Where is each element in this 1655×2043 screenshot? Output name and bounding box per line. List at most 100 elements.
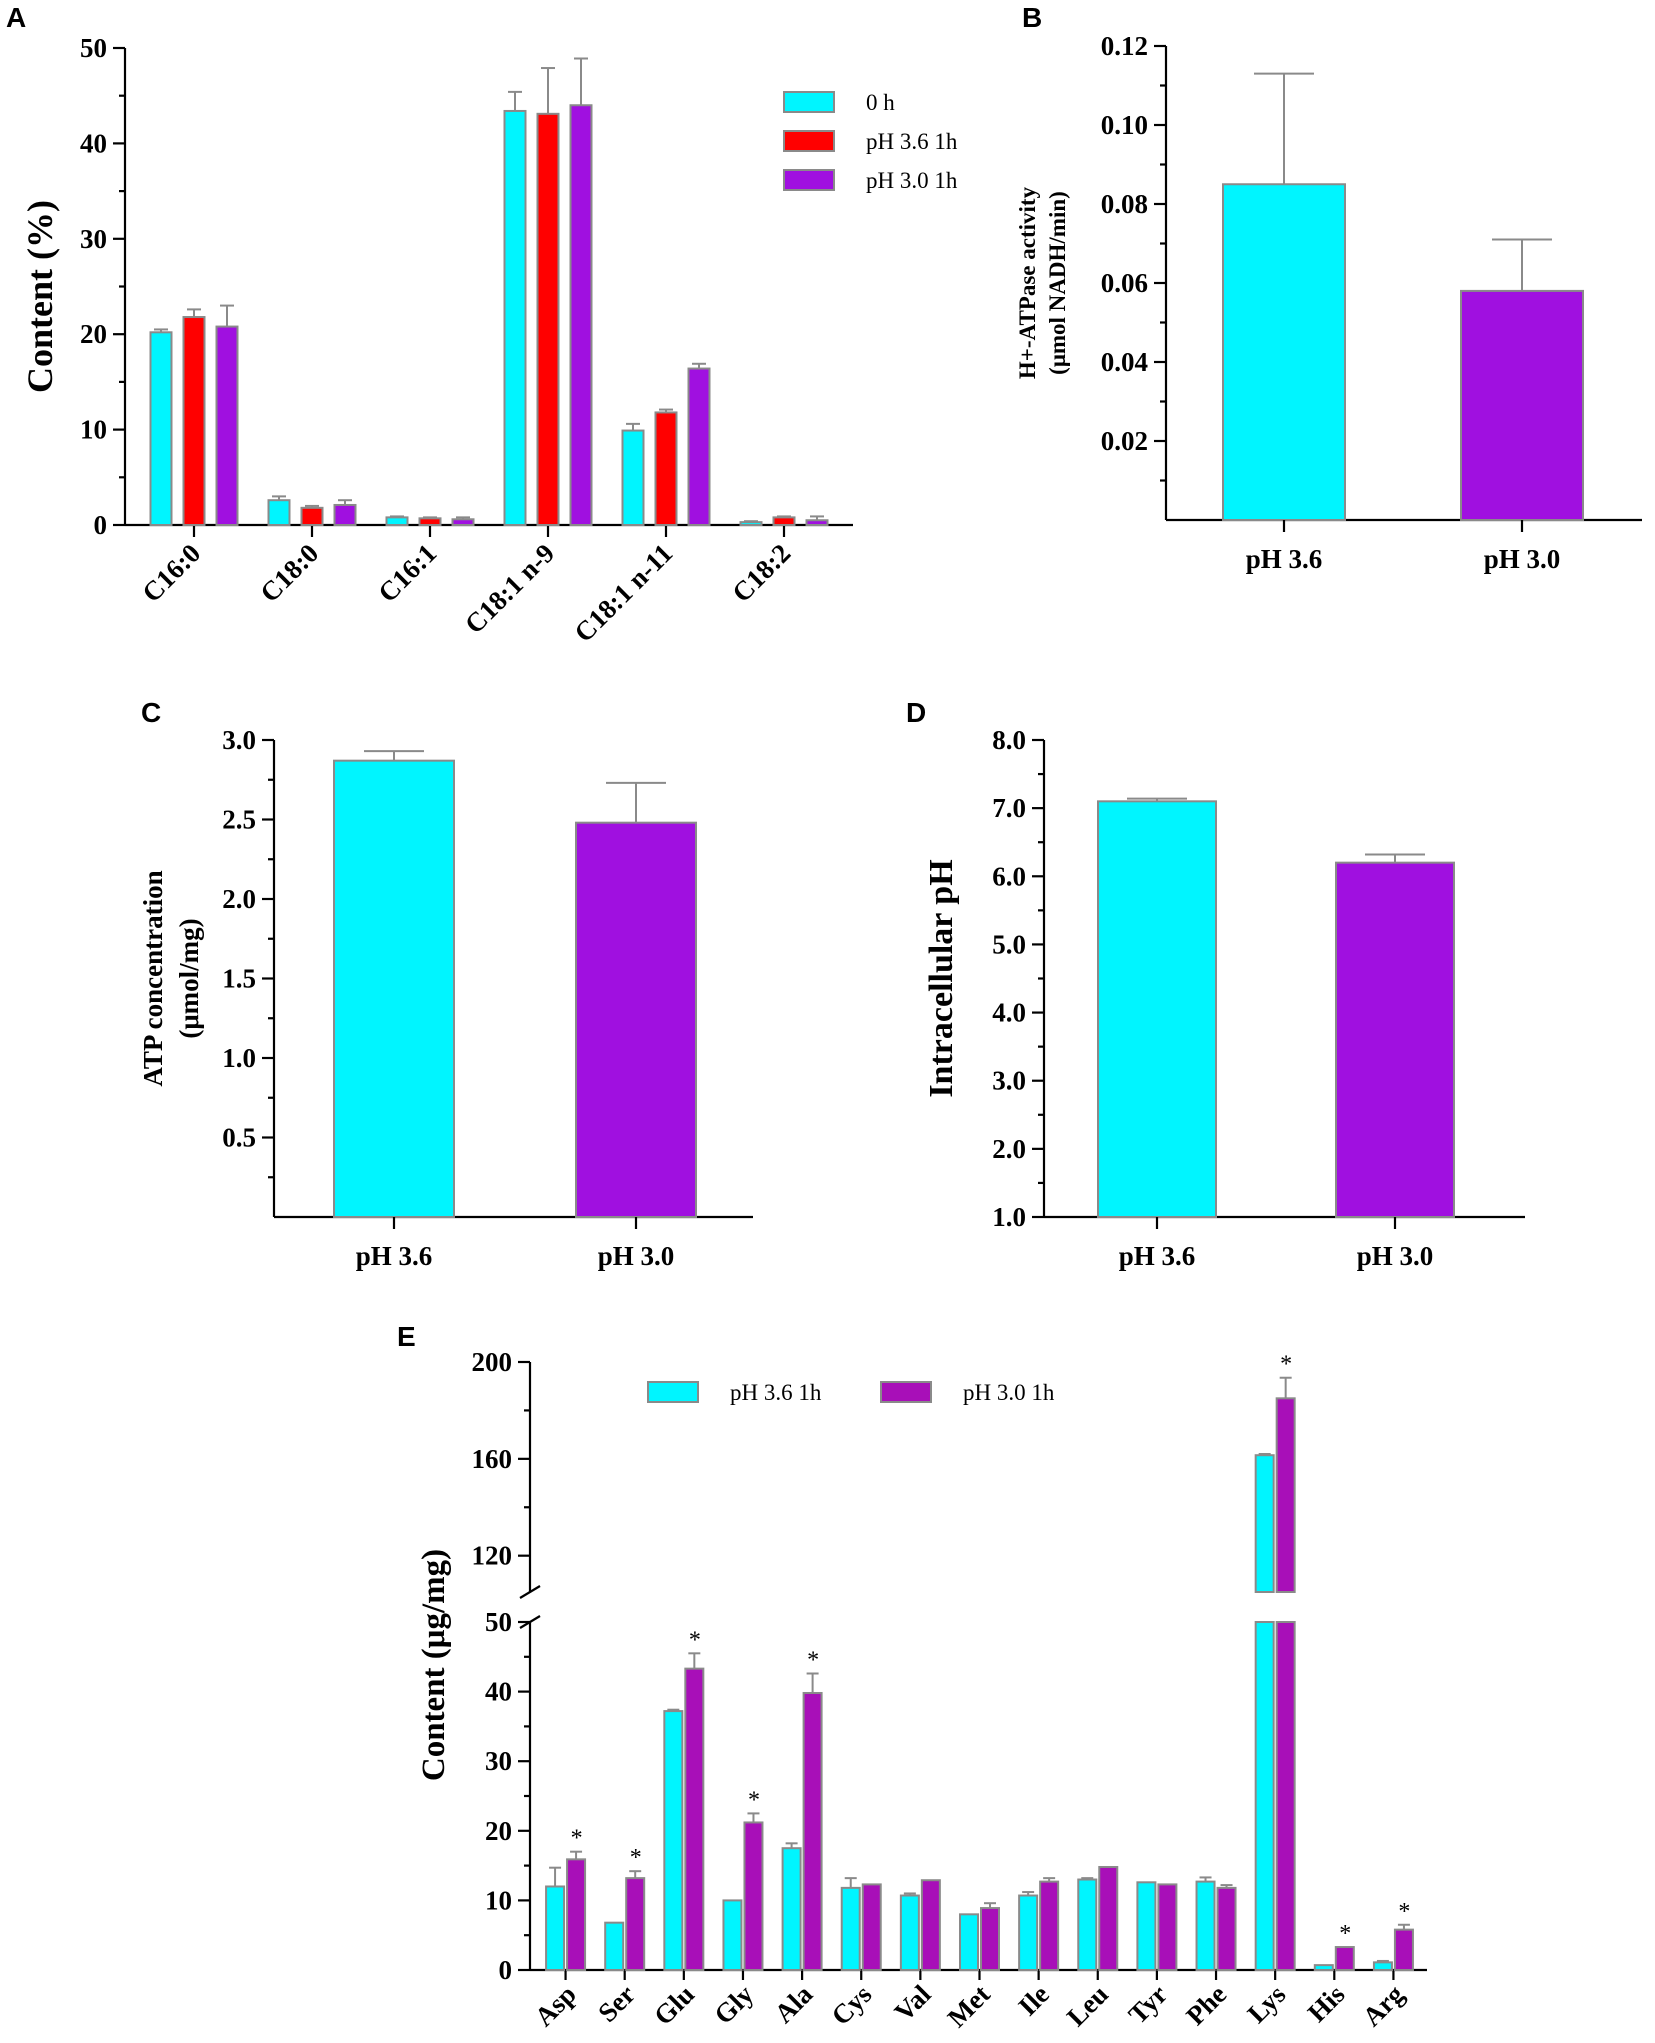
y-tick-label: 8.0 (992, 725, 1026, 755)
y-axis-label-line1: ATP concentration (138, 870, 168, 1086)
x-tick-label-a: C18:1 n-11 (568, 538, 678, 648)
bar-e-lower-Lys-0 (1254, 1621, 1275, 1971)
y-tick-label-e: 0 (499, 1955, 513, 1985)
y-tick-label: 4.0 (992, 998, 1026, 1028)
bar-a-C18:0-0 (267, 499, 291, 527)
bar-c-0 (333, 759, 455, 1218)
y-tick-label-e: 160 (472, 1444, 513, 1474)
bar-e-Met-0 (959, 1913, 979, 1971)
bar-e-Val-0 (899, 1894, 920, 1971)
y-tick-label-e: 200 (472, 1347, 513, 1377)
x-tick-label-e: Ile (1012, 1979, 1054, 2021)
x-tick-label-e: Met (942, 1979, 996, 2033)
x-tick-label-a: C18:0 (254, 538, 324, 608)
bar-e-Ile-1 (1039, 1880, 1060, 1972)
significance-marker-e: * (1339, 1921, 1351, 1947)
significance-marker-e: * (630, 1845, 642, 1871)
y-tick-label: 0.06 (1101, 268, 1148, 298)
panel-label-a: A (6, 2, 26, 33)
x-tick-label-e: Tyr (1123, 1979, 1174, 2030)
bar-e-Glu-1 (684, 1667, 705, 1971)
bar-e-Arg-0 (1372, 1961, 1393, 1971)
chart-b: 0.02 0.04 0.06 0.08 0.10 0.12 H+-ATPase activi… (1015, 31, 1642, 574)
y-tick-label-a: 0 (94, 510, 108, 540)
x-tick-label-e: Leu (1061, 1979, 1114, 2032)
y-tick-label-a: 20 (80, 319, 107, 349)
y-tick-label-e: 40 (485, 1677, 512, 1707)
y-tick-label-e: 20 (485, 1816, 512, 1846)
bar-e-Leu-0 (1077, 1878, 1098, 1972)
y-tick-label: 2.5 (222, 805, 256, 835)
y-axis-label-line2: (μmol/mg) (174, 918, 204, 1038)
x-tick-label-a: C18:1 n-9 (459, 538, 560, 639)
y-tick-label: 5.0 (992, 929, 1026, 959)
y-tick-label-e: 50 (485, 1607, 512, 1637)
y-tick-label: 2.0 (222, 884, 256, 914)
y-tick-label: 0.10 (1101, 110, 1148, 140)
bar-a-C18:1 n-9-0 (503, 109, 527, 527)
x-tick-label-e: His (1302, 1979, 1351, 2028)
y-tick-label: 1.0 (222, 1043, 256, 1073)
bar-e-Leu-1 (1098, 1865, 1119, 1971)
significance-marker-e: * (689, 1627, 701, 1653)
y-axis-label: Intracellular pH (923, 859, 960, 1097)
x-tick-label-e: Gly (708, 1979, 759, 2030)
y-tick-label-e: 30 (485, 1746, 512, 1776)
legend-swatch-e (880, 1381, 932, 1403)
y-axis-label-line2: (μmol NADH/min) (1045, 191, 1070, 375)
legend-swatch-e (647, 1381, 699, 1403)
bar-e-Met-1 (980, 1907, 1000, 1972)
bar-a-C18:1 n-11-0 (621, 429, 645, 526)
y-axis-label-line1: H+-ATPase activity (1015, 186, 1040, 379)
bar-e-lower-Lys-1 (1275, 1621, 1296, 1971)
y-tick-label: 2.0 (992, 1134, 1026, 1164)
x-tick-label: pH 3.6 (356, 1241, 433, 1271)
bar-e-Gly-1 (743, 1821, 764, 1971)
panel-label-d: D (906, 697, 926, 728)
bar-e-Tyr-1 (1157, 1883, 1178, 1971)
y-tick-label: 1.5 (222, 964, 256, 994)
x-tick-label-e: Ala (768, 1979, 818, 2029)
x-tick-label: pH 3.6 (1119, 1241, 1196, 1271)
panel-label-c: C (141, 697, 161, 728)
bar-a-C18:2-2 (805, 519, 829, 526)
bar-a-C18:2-1 (772, 516, 796, 526)
x-tick-label: pH 3.0 (598, 1241, 675, 1271)
bar-a-C18:1 n-9-1 (536, 112, 560, 527)
x-tick-label-e: Cys (825, 1979, 877, 2031)
y-tick-label: 3.0 (222, 725, 256, 755)
bar-e-Ala-1 (802, 1691, 823, 1971)
bar-d-1 (1335, 861, 1455, 1219)
bar-e-Phe-0 (1195, 1880, 1216, 1972)
bar-a-C18:2-0 (739, 521, 763, 527)
bar-a-C18:1 n-9-2 (569, 104, 593, 527)
y-tick-label: 1.0 (992, 1202, 1026, 1232)
x-tick-label-a: C16:1 (372, 538, 442, 608)
x-tick-label-e: Lys (1242, 1979, 1292, 2029)
chart-c: 0.5 1.0 1.5 2.0 2.5 3.0 ATP concentration (μmol… (138, 725, 753, 1271)
significance-marker-e: * (807, 1648, 819, 1674)
x-tick-label: pH 3.0 (1357, 1241, 1434, 1271)
bar-e-Ala-0 (781, 1847, 802, 1971)
bar-e-His-0 (1313, 1964, 1334, 1972)
x-tick-label-e: Asp (529, 1979, 582, 2032)
bar-e-Gly-0 (722, 1899, 743, 1972)
bar-a-C16:1-2 (451, 518, 475, 527)
y-axis-label-a: Content (%) (20, 200, 60, 393)
y-tick-label-a: 10 (80, 415, 107, 445)
bar-b-0 (1222, 183, 1346, 521)
x-tick-label-a: C16:0 (136, 538, 206, 608)
significance-marker-e: * (1280, 1352, 1292, 1378)
bar-e-Phe-1 (1216, 1886, 1237, 1971)
y-tick-label-a: 50 (80, 33, 107, 63)
y-tick-label: 0.12 (1101, 31, 1148, 61)
bar-e-upper-Lys-1 (1275, 1397, 1296, 1593)
bar-e-His-1 (1334, 1946, 1355, 1971)
bar-b-1 (1460, 289, 1584, 521)
panel-label-b: B (1022, 2, 1042, 33)
legend-label-e: pH 3.6 1h (730, 1380, 822, 1405)
legend-swatch-a (783, 169, 835, 191)
y-tick-label-a: 30 (80, 224, 107, 254)
x-tick-label-a: C18:2 (726, 538, 796, 608)
